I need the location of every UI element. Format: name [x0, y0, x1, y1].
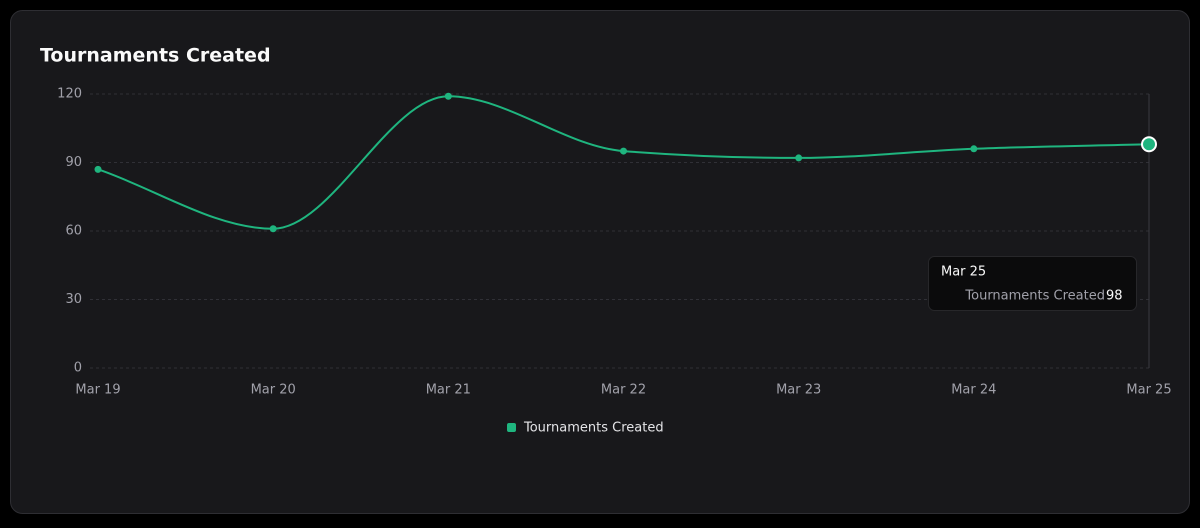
point — [970, 145, 978, 153]
point — [444, 92, 452, 100]
x-tick-label: Mar 21 — [426, 383, 471, 398]
x-tick-label: Mar 19 — [75, 383, 120, 398]
point — [269, 225, 277, 233]
x-tick-label: Mar 23 — [776, 383, 821, 398]
active-point — [1141, 136, 1157, 153]
tooltip-series: Tournaments Created — [964, 289, 1105, 304]
y-tick-label: 120 — [57, 87, 82, 102]
legend-label: Tournaments Created — [523, 421, 664, 436]
tooltip-value: 98 — [1106, 289, 1123, 304]
x-tick-label: Mar 25 — [1126, 383, 1171, 398]
x-tick-label: Mar 24 — [951, 383, 996, 398]
x-tick-label: Mar 20 — [251, 383, 296, 398]
legend-swatch — [507, 423, 516, 432]
chart-title: Tournaments Created — [40, 45, 271, 67]
point — [94, 165, 102, 173]
point — [795, 154, 803, 162]
tooltip-box — [928, 256, 1137, 311]
y-tick-label: 30 — [65, 292, 82, 307]
y-tick-label: 60 — [65, 224, 82, 239]
tooltip-category: Mar 25 — [941, 265, 986, 280]
y-tick-label: 90 — [65, 155, 82, 170]
y-tick-label: 0 — [74, 361, 82, 376]
x-tick-label: Mar 22 — [601, 383, 646, 398]
card — [10, 10, 1190, 514]
tooltip: Mar 25 Tournaments Created 98 — [928, 256, 1137, 311]
point — [620, 147, 627, 155]
